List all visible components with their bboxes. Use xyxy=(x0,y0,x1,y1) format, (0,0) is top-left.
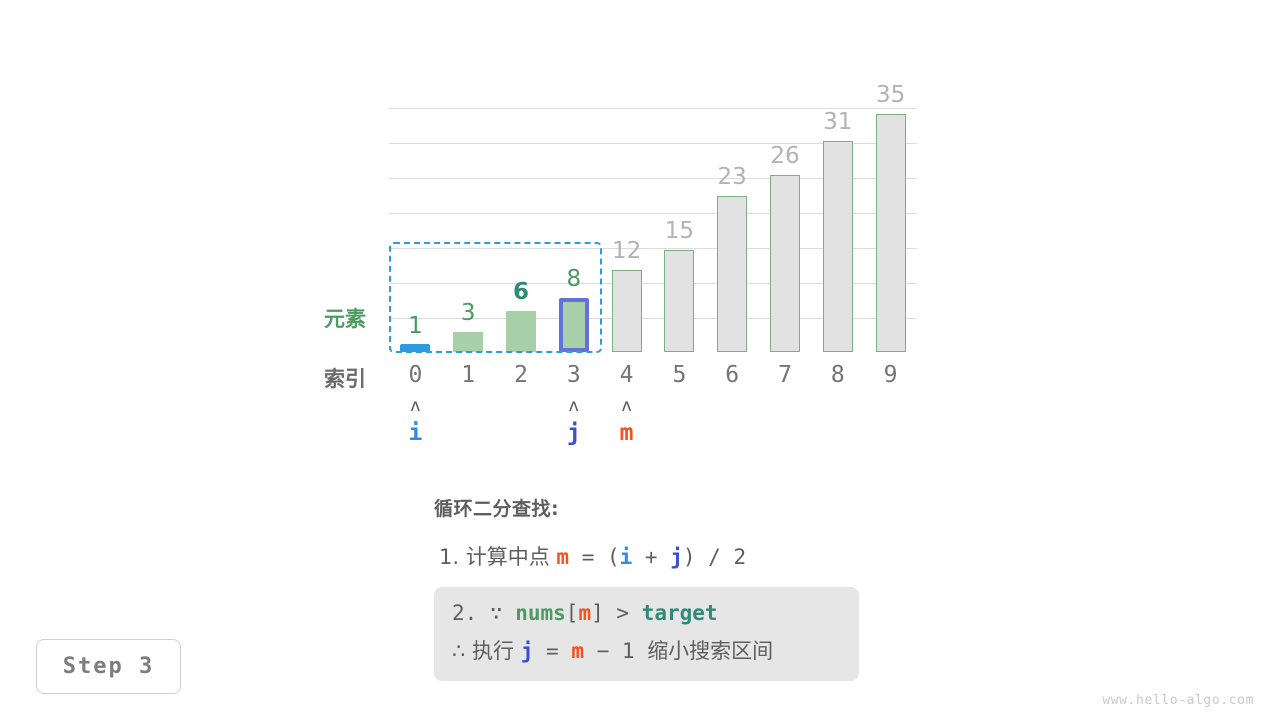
step1-prefix: 1. 计算中点 xyxy=(439,545,557,569)
step2b-minus: − 1 xyxy=(583,639,648,663)
step2b-suffix: 缩小搜索区间 xyxy=(647,639,774,663)
step1-eq: = ( xyxy=(569,545,620,569)
gridline xyxy=(389,248,917,249)
watermark: www.hello-algo.com xyxy=(1102,693,1254,708)
step1-i-token: i xyxy=(619,545,633,569)
gridline xyxy=(389,143,917,144)
pointer-label-m: m xyxy=(619,420,634,446)
step2-prefix: 2. ∵ xyxy=(452,601,516,625)
bar-9 xyxy=(875,114,906,352)
step1-j-token: j xyxy=(670,545,683,569)
row-label-index: 索引 xyxy=(324,367,366,391)
pointer-label-i: i xyxy=(408,420,423,446)
step2-nums-token: nums xyxy=(515,601,566,625)
pointer-caret-j: ʌ xyxy=(568,396,579,416)
pointer-caret-m: ʌ xyxy=(621,396,632,416)
bar-value-label-2: 6 xyxy=(512,279,529,306)
bar-5 xyxy=(664,250,695,352)
bar-4 xyxy=(611,270,642,352)
caption-title: 循环二分查找: xyxy=(434,498,560,520)
bar-1 xyxy=(453,331,484,352)
bar-0 xyxy=(400,344,431,352)
index-label-5: 5 xyxy=(672,362,687,388)
bar-value-label-5: 15 xyxy=(664,218,695,244)
gridline xyxy=(389,213,917,214)
step1-m-token: m xyxy=(556,545,570,569)
caption-step-2-box: 2. ∵ nums[m] > target ∴ 执行 j = m − 1 缩小搜… xyxy=(434,587,859,681)
bar-3 xyxy=(558,297,589,352)
pointer-caret-i: ʌ xyxy=(410,396,421,416)
index-label-4: 4 xyxy=(619,362,634,388)
step2-bracket-close: ] xyxy=(591,601,604,625)
bar-value-label-0: 1 xyxy=(408,313,423,340)
index-label-8: 8 xyxy=(830,362,845,388)
pointer-label-j: j xyxy=(566,420,581,446)
step-badge: Step 3 xyxy=(36,639,181,694)
caption-step-2-line-2: ∴ 执行 j = m − 1 缩小搜索区间 xyxy=(452,635,841,665)
step1-suffix: ) / 2 xyxy=(682,545,747,569)
bar-chart: 1 3 6 8 12 15 23 26 31 35 xyxy=(389,84,917,352)
index-label-2: 2 xyxy=(514,362,528,388)
step2b-eq: = xyxy=(533,639,572,663)
bar-value-label-4: 12 xyxy=(611,238,642,265)
caption-step-2-line-1: 2. ∵ nums[m] > target xyxy=(452,601,841,625)
gridline xyxy=(389,318,917,319)
step2b-prefix: ∴ 执行 xyxy=(452,639,521,663)
index-label-9: 9 xyxy=(883,362,898,388)
bar-2 xyxy=(506,311,536,352)
caption-step-1: 1. 计算中点 m = (i + j) / 2 xyxy=(434,541,904,571)
bar-value-label-6: 23 xyxy=(717,163,747,190)
bar-6 xyxy=(717,195,748,352)
bar-value-label-8: 31 xyxy=(823,109,853,136)
step1-plus: + xyxy=(632,545,671,569)
step2b-m-token: m xyxy=(571,639,584,663)
index-label-0: 0 xyxy=(408,362,423,388)
bar-value-label-9: 35 xyxy=(875,82,906,108)
index-label-6: 6 xyxy=(725,362,740,388)
gridline xyxy=(389,178,917,179)
index-label-7: 7 xyxy=(778,362,792,388)
bar-value-label-7: 26 xyxy=(770,143,800,170)
caption-block: 循环二分查找: 1. 计算中点 m = (i + j) / 2 2. ∵ num… xyxy=(434,494,904,681)
gridline xyxy=(389,283,917,284)
index-label-3: 3 xyxy=(566,362,581,388)
row-label-element: 元素 xyxy=(324,307,366,331)
step2-target-token: target xyxy=(641,601,718,625)
bar-value-label-3: 8 xyxy=(566,265,582,292)
step2-gt: > xyxy=(603,601,642,625)
index-label-1: 1 xyxy=(461,362,476,388)
step2b-j-token: j xyxy=(520,639,534,663)
step2-bracket-open: [ xyxy=(565,601,579,625)
step2-m-token: m xyxy=(578,601,592,625)
bar-value-label-1: 3 xyxy=(460,299,476,326)
bar-8 xyxy=(822,141,853,352)
bar-7 xyxy=(770,175,800,352)
gridline xyxy=(389,108,917,109)
